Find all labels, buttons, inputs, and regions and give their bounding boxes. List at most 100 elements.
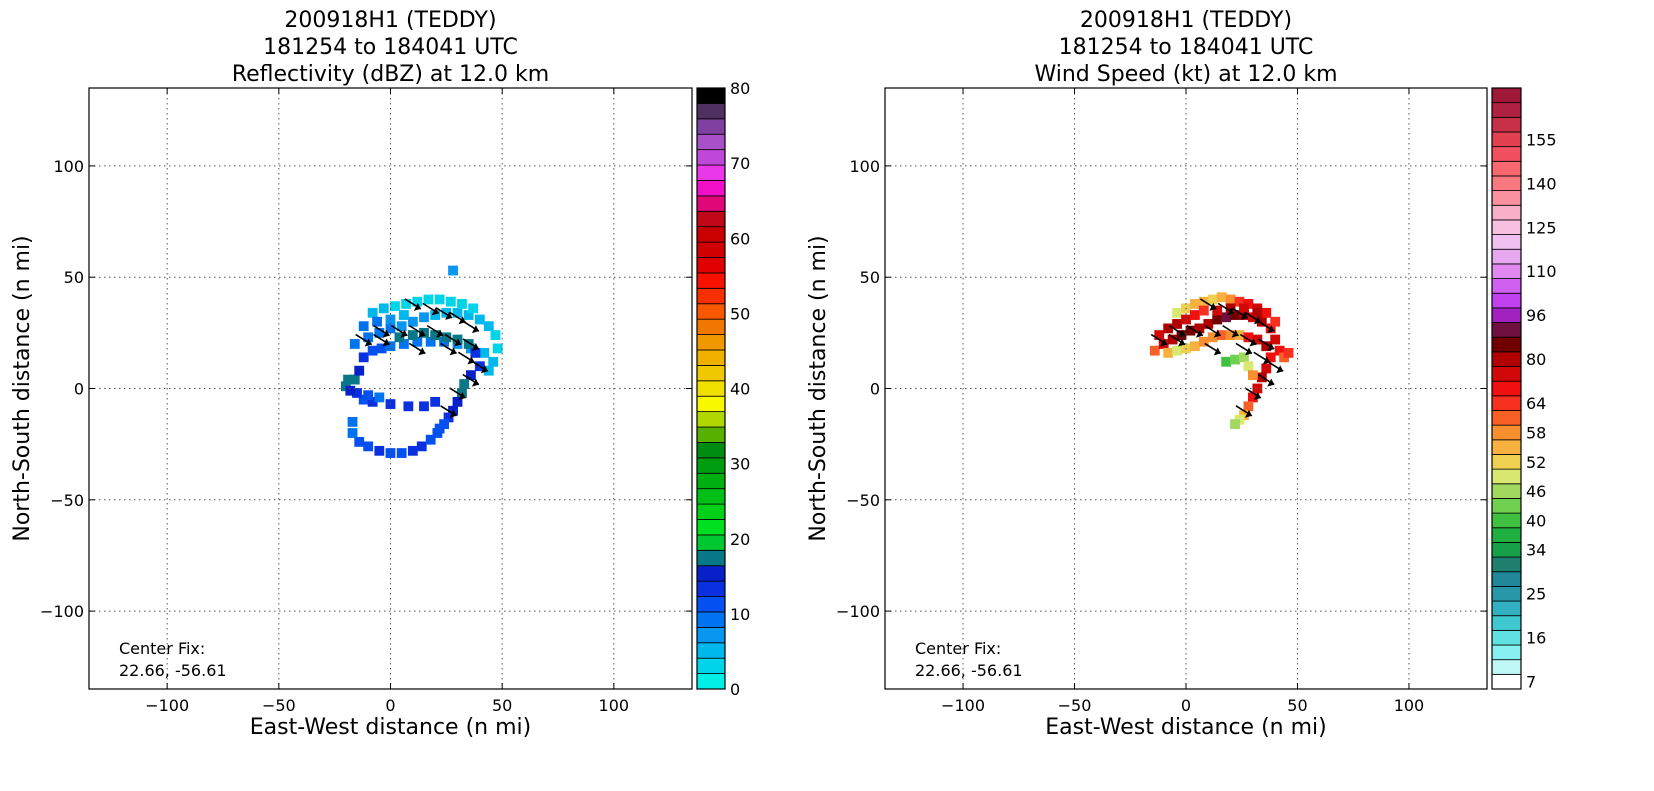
data-point xyxy=(367,345,378,356)
wind-barb-flag xyxy=(471,342,479,351)
colorbar-bin xyxy=(696,442,726,459)
colorbar-bin xyxy=(1491,424,1522,441)
wind-barb-flag xyxy=(400,329,408,338)
colorbar-tick-label: 64 xyxy=(1526,394,1546,413)
colorbar-frame xyxy=(1491,87,1522,690)
data-point xyxy=(474,314,485,325)
wind-barb-flag xyxy=(364,338,372,347)
data-point xyxy=(1163,323,1174,334)
data-point xyxy=(457,299,467,309)
data-point xyxy=(419,401,429,412)
center-fix-value: 22.66, -56.61 xyxy=(915,661,1023,680)
data-point xyxy=(479,347,490,358)
colorbar-bin xyxy=(696,657,726,674)
data-point xyxy=(445,296,456,307)
colorbar-bin xyxy=(1491,87,1522,104)
data-point xyxy=(1149,345,1160,356)
colorbar-tick-label: 52 xyxy=(1526,453,1546,472)
colorbar-bin xyxy=(696,519,726,536)
colorbar-bin xyxy=(696,472,726,490)
data-point xyxy=(1243,332,1254,343)
colorbar-bin xyxy=(1491,585,1522,602)
colorbar-tick-label: 70 xyxy=(730,154,750,173)
data-point xyxy=(363,441,374,452)
data-point xyxy=(1252,334,1263,345)
y-tick-label: 0 xyxy=(74,380,84,399)
wind-barb-flag xyxy=(1213,329,1221,338)
wind-barb-flag xyxy=(1253,391,1261,400)
data-point xyxy=(1185,325,1196,336)
colorbar-bin xyxy=(696,226,726,243)
colorbar-tick-label: 60 xyxy=(730,229,750,248)
colorbar-bin xyxy=(1491,556,1522,573)
data-point xyxy=(468,303,479,314)
colorbar-bin xyxy=(1491,644,1522,661)
y-tick-label: 50 xyxy=(860,268,880,287)
data-point xyxy=(367,396,378,407)
colorbar-bin xyxy=(1491,380,1522,397)
data-point xyxy=(419,312,429,323)
data-point xyxy=(1256,316,1267,327)
data-point xyxy=(1190,310,1200,320)
wind-barb-flag xyxy=(1267,325,1275,334)
x-tick-label: −100 xyxy=(941,696,985,715)
colorbar-bin xyxy=(1491,336,1522,353)
data-point xyxy=(1274,345,1285,356)
data-point xyxy=(1239,303,1249,314)
wind-barb-flag xyxy=(1276,365,1284,374)
data-point xyxy=(396,321,407,332)
data-point xyxy=(448,265,458,276)
data-point xyxy=(1252,307,1263,318)
colorbar-bin xyxy=(696,596,726,613)
data-point xyxy=(390,301,400,312)
data-point xyxy=(1190,299,1200,309)
colorbar-bin xyxy=(1491,629,1522,646)
data-point xyxy=(488,356,499,367)
data-point xyxy=(1225,330,1236,340)
data-point xyxy=(452,334,463,345)
data-point xyxy=(463,339,474,349)
x-axis-label: East-West distance (n mi) xyxy=(1045,715,1326,740)
data-point xyxy=(430,396,441,407)
colorbar-bin xyxy=(696,133,726,151)
wind-barb-flag xyxy=(1240,311,1248,320)
grid xyxy=(885,88,1487,689)
y-tick-label: 100 xyxy=(849,157,880,176)
x-tick-label: 0 xyxy=(1181,696,1191,715)
data-point xyxy=(374,327,385,338)
wind-barb-flag xyxy=(458,391,466,400)
data-point xyxy=(1221,312,1232,323)
wind-barb-flag xyxy=(1209,302,1217,311)
colorbar-bin xyxy=(696,210,726,228)
colorbar-bin xyxy=(696,457,726,474)
y-axis-label: North-South distance (n mi) xyxy=(10,235,35,541)
colorbar-bin xyxy=(696,611,726,628)
data-point xyxy=(416,441,427,452)
colorbar-bin xyxy=(1491,351,1522,367)
wind-barb-flag xyxy=(413,302,421,311)
data-point xyxy=(358,352,369,363)
colorbar-tick-label: 40 xyxy=(1526,511,1546,530)
colorbar-bin xyxy=(696,426,726,443)
data-point xyxy=(412,336,423,347)
chart-title-line: 181254 to 184041 UTC xyxy=(263,35,518,60)
y-axis-label: North-South distance (n mi) xyxy=(806,235,831,541)
colorbar-bin xyxy=(696,503,726,520)
data-point xyxy=(1154,330,1165,340)
data-point xyxy=(1230,310,1240,320)
data-point xyxy=(483,365,494,376)
colorbar-bin xyxy=(696,580,726,597)
data-point xyxy=(430,310,441,320)
colorbar-tick-label: 0 xyxy=(730,680,740,699)
y-tick-label: −50 xyxy=(846,491,880,510)
colorbar-tick-label: 25 xyxy=(1526,585,1546,604)
wind-barb-flag xyxy=(445,311,453,320)
colorbar-tick-label: 7 xyxy=(1526,673,1536,692)
colorbar-frame xyxy=(696,87,726,690)
colorbar-bin xyxy=(1491,307,1522,323)
data-point xyxy=(490,330,501,340)
colorbar-bin xyxy=(696,334,726,351)
data-points xyxy=(340,265,503,458)
colorbar-tick-label: 110 xyxy=(1526,262,1557,281)
